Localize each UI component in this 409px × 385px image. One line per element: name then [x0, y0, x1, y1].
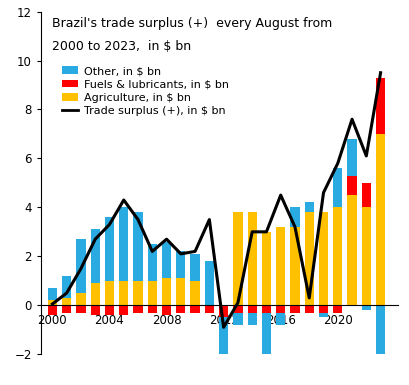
Bar	[375, 134, 384, 305]
Bar	[290, 208, 299, 227]
Bar	[290, 305, 299, 313]
Bar	[190, 281, 199, 305]
Bar	[290, 227, 299, 305]
Bar	[233, 305, 242, 313]
Bar	[76, 305, 85, 313]
Bar	[62, 305, 71, 313]
Bar	[90, 283, 100, 305]
Bar	[318, 212, 327, 305]
Bar	[119, 305, 128, 315]
Bar	[48, 300, 57, 305]
Bar	[105, 217, 114, 281]
Text: Brazil's trade surplus (+)  every August from: Brazil's trade surplus (+) every August …	[52, 17, 331, 30]
Bar	[247, 305, 256, 313]
Bar	[304, 203, 313, 212]
Bar	[190, 254, 199, 281]
Bar	[346, 176, 356, 195]
Bar	[218, 318, 228, 374]
Bar	[147, 305, 157, 313]
Bar	[247, 313, 256, 325]
Bar	[48, 288, 57, 300]
Bar	[275, 313, 285, 325]
Bar	[318, 305, 327, 313]
Bar	[162, 278, 171, 305]
Bar	[204, 261, 213, 305]
Bar	[48, 305, 57, 315]
Bar	[76, 293, 85, 305]
Bar	[333, 168, 342, 208]
Bar	[346, 195, 356, 305]
Bar	[375, 305, 384, 359]
Bar	[275, 227, 285, 305]
Bar	[90, 305, 100, 315]
Legend: Other, in $ bn, Fuels & lubricants, in $ bn, Agriculture, in $ bn, Trade surplus: Other, in $ bn, Fuels & lubricants, in $…	[57, 62, 233, 121]
Bar	[105, 305, 114, 315]
Bar	[304, 212, 313, 305]
Text: 2000 to 2023,  in $ bn: 2000 to 2023, in $ bn	[52, 40, 190, 53]
Bar	[133, 212, 142, 281]
Bar	[133, 305, 142, 313]
Bar	[162, 305, 171, 315]
Bar	[247, 212, 256, 305]
Bar	[361, 305, 370, 310]
Bar	[90, 229, 100, 283]
Bar	[133, 281, 142, 305]
Bar	[333, 305, 342, 313]
Bar	[204, 305, 213, 313]
Bar	[361, 183, 370, 208]
Bar	[147, 281, 157, 305]
Bar	[333, 208, 342, 305]
Bar	[261, 313, 270, 362]
Bar	[119, 281, 128, 305]
Bar	[375, 78, 384, 134]
Bar	[76, 239, 85, 293]
Bar	[233, 313, 242, 325]
Bar	[346, 139, 356, 176]
Bar	[361, 208, 370, 305]
Bar	[176, 251, 185, 278]
Bar	[105, 281, 114, 305]
Bar	[218, 305, 228, 318]
Bar	[261, 232, 270, 305]
Bar	[304, 305, 313, 313]
Bar	[176, 305, 185, 313]
Bar	[176, 278, 185, 305]
Bar	[62, 298, 71, 305]
Bar	[62, 276, 71, 298]
Bar	[261, 305, 270, 313]
Bar	[119, 208, 128, 281]
Bar	[233, 212, 242, 305]
Bar	[190, 305, 199, 313]
Bar	[318, 313, 327, 318]
Bar	[275, 305, 285, 313]
Bar	[162, 242, 171, 278]
Bar	[147, 244, 157, 281]
